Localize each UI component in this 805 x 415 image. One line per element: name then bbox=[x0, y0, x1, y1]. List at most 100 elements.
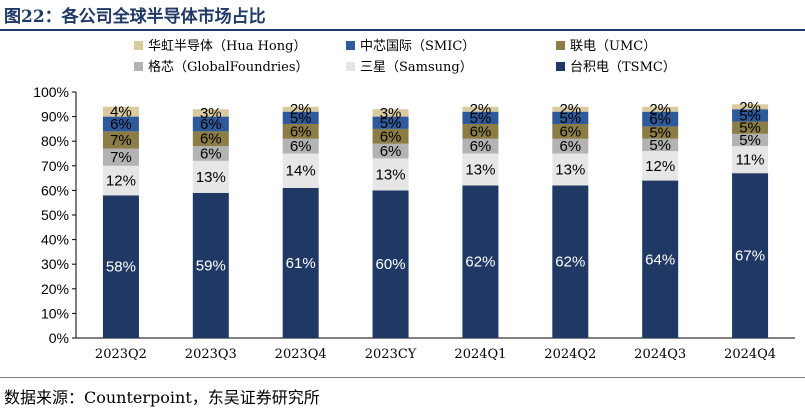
data-label-smic: 6% bbox=[200, 116, 222, 133]
bar-segment-umc bbox=[282, 123, 319, 139]
source-note: 数据来源：Counterpoint，东吴证券研究所 bbox=[4, 388, 320, 407]
data-label-gf: 6% bbox=[200, 146, 222, 163]
legend-label-smic: 中芯国际（SMIC） bbox=[360, 39, 475, 54]
data-label-tsmc: 59% bbox=[196, 257, 226, 274]
y-tick-label: 50% bbox=[41, 207, 69, 223]
y-tick-label: 80% bbox=[41, 133, 69, 149]
data-label-smic: 5% bbox=[380, 115, 402, 132]
x-tick-label: 2024Q3 bbox=[634, 347, 686, 362]
legend-item-gf: 格芯（GlobalFoundries） bbox=[134, 59, 309, 75]
legend-label-gf: 格芯（GlobalFoundries） bbox=[148, 59, 309, 75]
bar-segment-samsung bbox=[462, 153, 499, 186]
legend-swatch-smic bbox=[346, 41, 355, 50]
data-label-smic: 5% bbox=[559, 110, 581, 127]
bar-segment-tsmc bbox=[372, 190, 409, 338]
legend-label-samsung: 三星（Samsung） bbox=[360, 60, 473, 75]
data-label-smic: 5% bbox=[470, 110, 492, 127]
bar-segment-huahong bbox=[282, 106, 319, 112]
bar-segment-smic bbox=[372, 116, 409, 129]
data-label-umc: 6% bbox=[559, 123, 581, 140]
data-label-samsung: 13% bbox=[555, 161, 585, 178]
bar-segment-umc bbox=[552, 123, 589, 139]
data-label-samsung: 14% bbox=[286, 163, 316, 180]
bar-segment-huahong bbox=[642, 106, 679, 112]
legend-item-smic: 中芯国际（SMIC） bbox=[346, 39, 475, 54]
legend-item-tsmc: 台积电（TSMC） bbox=[556, 60, 676, 75]
data-label-huahong: 2% bbox=[470, 101, 492, 118]
data-label-tsmc: 61% bbox=[286, 255, 316, 272]
bar-group-2024Q1: 62%13%6%6%5%2% bbox=[462, 101, 499, 338]
bar-segment-smic bbox=[462, 111, 499, 124]
bar-segment-gf bbox=[282, 138, 319, 154]
bar-group-2023Q2: 58%12%7%7%6%4% bbox=[102, 104, 139, 338]
y-tick-label: 40% bbox=[41, 232, 69, 248]
stacked-bar-chart: 华虹半导体（Hua Hong） 中芯国际（SMIC） 联电（UMC） 格芯（Globa… bbox=[33, 39, 795, 362]
legend-swatch-umc bbox=[556, 41, 565, 50]
bar-segment-smic bbox=[192, 116, 229, 132]
bar-segment-huahong bbox=[192, 109, 229, 117]
x-tick-label: 2023Q3 bbox=[185, 347, 237, 362]
x-tick-label: 2023Q2 bbox=[95, 347, 147, 362]
x-tick-label: 2023Q4 bbox=[275, 347, 327, 362]
data-label-huahong: 2% bbox=[649, 101, 671, 118]
footer-divider bbox=[0, 377, 805, 378]
data-label-gf: 6% bbox=[380, 143, 402, 160]
x-tick-label: 2024Q2 bbox=[544, 347, 596, 362]
data-label-umc: 6% bbox=[290, 123, 312, 140]
bar-segment-samsung bbox=[552, 153, 589, 186]
bar-segment-smic bbox=[282, 111, 319, 124]
bar-segment-smic bbox=[732, 109, 769, 122]
bar-segment-smic bbox=[552, 111, 589, 124]
bar-segment-gf bbox=[642, 138, 679, 152]
chart-bars: 58%12%7%7%6%4%59%13%6%6%6%3%61%14%6%6%5%… bbox=[102, 99, 769, 338]
data-label-smic: 5% bbox=[290, 110, 312, 127]
data-label-samsung: 12% bbox=[645, 158, 675, 175]
y-tick-label: 100% bbox=[33, 84, 69, 100]
chart-legend: 华虹半导体（Hua Hong） 中芯国际（SMIC） 联电（UMC） 格芯（Globa… bbox=[134, 39, 676, 75]
legend-swatch-huahong bbox=[134, 41, 143, 50]
bar-segment-samsung bbox=[732, 146, 769, 174]
legend-item-samsung: 三星（Samsung） bbox=[346, 60, 473, 75]
bar-segment-samsung bbox=[102, 165, 139, 196]
data-label-umc: 6% bbox=[200, 131, 222, 148]
data-label-umc: 5% bbox=[739, 120, 761, 137]
bar-segment-huahong bbox=[462, 106, 499, 112]
y-tick-label: 90% bbox=[41, 109, 69, 125]
bar-segment-smic bbox=[102, 116, 139, 132]
legend-swatch-gf bbox=[134, 62, 143, 71]
data-label-umc: 5% bbox=[649, 125, 671, 142]
bar-segment-tsmc bbox=[732, 173, 769, 338]
data-label-smic: 6% bbox=[110, 116, 132, 133]
data-label-tsmc: 58% bbox=[106, 259, 136, 276]
chart-axes: 0% 10% 20% 30% 40% 50% 60% 70% 80% 90% 100% 2023Q2 2… bbox=[33, 84, 795, 362]
chart-title: 图22：各公司全球半导体市场占比 bbox=[4, 7, 266, 27]
bar-group-2024Q2: 62%13%6%6%5%2% bbox=[552, 101, 589, 338]
data-label-tsmc: 67% bbox=[735, 248, 765, 265]
legend-label-tsmc: 台积电（TSMC） bbox=[570, 60, 676, 75]
legend-label-huahong: 华虹半导体（Hua Hong） bbox=[148, 39, 306, 54]
bar-segment-tsmc bbox=[102, 195, 139, 338]
data-label-tsmc: 62% bbox=[555, 254, 585, 271]
data-label-samsung: 12% bbox=[106, 173, 136, 190]
bar-group-2024Q4: 67%11%5%5%5%2% bbox=[732, 99, 769, 338]
bar-segment-gf bbox=[102, 148, 139, 166]
bar-segment-gf bbox=[462, 138, 499, 154]
y-tick-label: 60% bbox=[41, 182, 69, 198]
bar-segment-samsung bbox=[642, 151, 679, 181]
bar-segment-umc bbox=[372, 128, 409, 144]
bar-group-2023Q4: 61%14%6%6%5%2% bbox=[282, 101, 319, 338]
data-label-samsung: 11% bbox=[736, 152, 765, 169]
y-tick-label: 30% bbox=[41, 256, 69, 272]
y-tick-label: 70% bbox=[41, 158, 69, 174]
legend-swatch-samsung bbox=[346, 62, 355, 71]
bar-group-2023CY: 60%13%6%6%5%3% bbox=[372, 105, 409, 338]
bar-segment-tsmc bbox=[642, 180, 679, 338]
data-label-tsmc: 64% bbox=[645, 251, 675, 268]
data-label-gf: 5% bbox=[739, 132, 761, 149]
bar-segment-umc bbox=[192, 131, 229, 147]
bar-segment-samsung bbox=[282, 153, 319, 188]
bar-segment-samsung bbox=[372, 158, 409, 191]
data-label-gf: 6% bbox=[290, 138, 312, 155]
data-label-huahong: 3% bbox=[380, 105, 402, 122]
bar-segment-gf bbox=[732, 133, 769, 147]
